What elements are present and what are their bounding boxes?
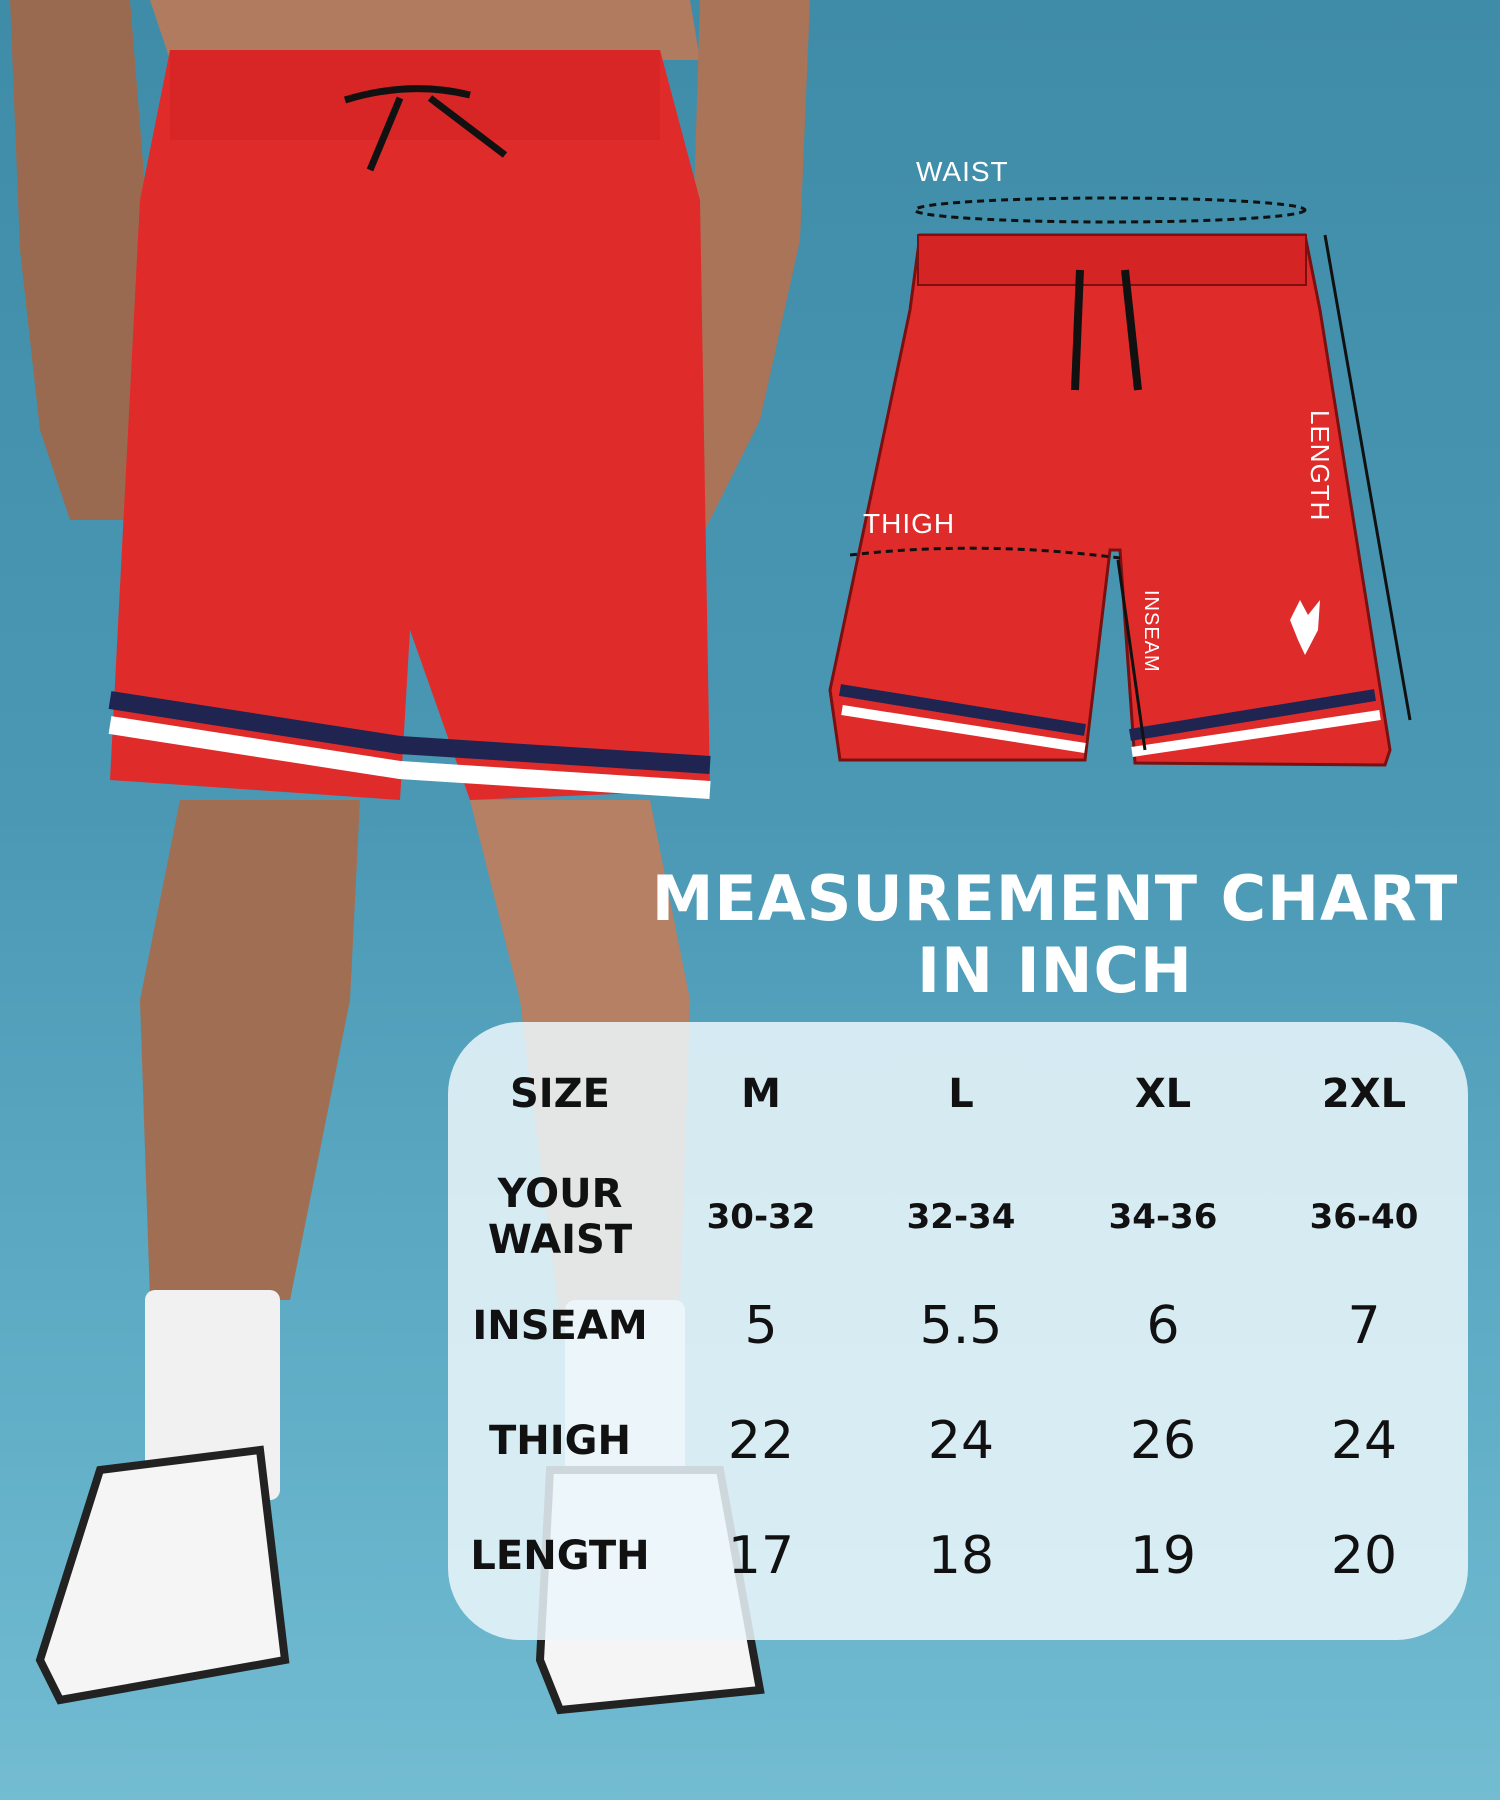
- table-cell: 24: [927, 1411, 995, 1471]
- table-cell: 5.5: [919, 1296, 1003, 1356]
- length-label: LENGTH: [1305, 410, 1335, 522]
- model-drawstring: [343, 85, 508, 172]
- table-cell: 17: [727, 1526, 795, 1586]
- model-left-arm: [10, 0, 150, 520]
- header-size-label: SIZE: [509, 1071, 611, 1117]
- table-cell: 5: [744, 1296, 778, 1356]
- table-cell: 34-36: [1108, 1197, 1218, 1237]
- row-label-line1: YOUR: [497, 1171, 623, 1217]
- model-left-shoe: [35, 1445, 290, 1705]
- header-size-m: M: [741, 1071, 781, 1117]
- inseam-arrow: [1116, 559, 1147, 751]
- shorts-diagram: [828, 196, 1412, 767]
- model-shorts: [110, 50, 710, 800]
- table-cell: 7: [1347, 1296, 1381, 1356]
- table-cell: 30-32: [706, 1197, 816, 1237]
- header-size-xl: XL: [1134, 1071, 1192, 1117]
- model-hem-stripe-white: [108, 716, 711, 799]
- row-label: INSEAM: [472, 1303, 647, 1349]
- row-label: YOUR WAIST: [488, 1171, 632, 1263]
- length-arrow: [1323, 234, 1412, 721]
- table-cell: 6: [1146, 1296, 1180, 1356]
- diagram-shorts: [828, 233, 1392, 767]
- table-cell: 20: [1330, 1526, 1398, 1586]
- row-label-line1: INSEAM: [472, 1303, 648, 1349]
- model-waistband: [170, 50, 660, 140]
- logo-icon: [1290, 600, 1320, 655]
- model-left-sock: [145, 1290, 280, 1500]
- table-cell: 26: [1129, 1411, 1197, 1471]
- row-label-line1: THIGH: [489, 1418, 631, 1464]
- table-cell: 22: [727, 1411, 795, 1471]
- waist-measure-line: [913, 196, 1307, 224]
- table-cell: 32-34: [906, 1197, 1016, 1237]
- row-label-line2: WAIST: [487, 1217, 633, 1263]
- inseam-label: INSEAM: [1140, 590, 1162, 673]
- model-torso: [150, 0, 700, 60]
- row-label-line1: LENGTH: [470, 1533, 650, 1579]
- table-cell: 19: [1129, 1526, 1197, 1586]
- chart-subtitle: IN INCH: [917, 934, 1193, 1007]
- model-hem-stripe-navy: [108, 691, 711, 774]
- measurement-diagram: WAIST THIGH LENGTH INSEAM: [820, 150, 1440, 780]
- diagram-stripe-white: [841, 705, 1381, 757]
- table-cell: 36-40: [1309, 1197, 1419, 1237]
- diagram-waistband: [917, 234, 1307, 286]
- diagram-stripe-navy: [839, 684, 1376, 741]
- header-size-l: L: [948, 1071, 974, 1117]
- waist-label: WAIST: [916, 156, 1009, 187]
- thigh-label: THIGH: [863, 508, 956, 539]
- table-cell: 24: [1330, 1411, 1398, 1471]
- thigh-measure-line: [849, 546, 1121, 560]
- chart-title: MEASUREMENT CHART: [651, 862, 1459, 935]
- model-left-leg: [140, 800, 360, 1300]
- header-size-2xl: 2XL: [1321, 1071, 1407, 1117]
- diagram-drawstring: [1071, 269, 1142, 391]
- size-table: [448, 1022, 1468, 1640]
- row-label: LENGTH: [470, 1533, 649, 1579]
- table-cell: 18: [927, 1526, 995, 1586]
- row-label: THIGH: [489, 1418, 631, 1464]
